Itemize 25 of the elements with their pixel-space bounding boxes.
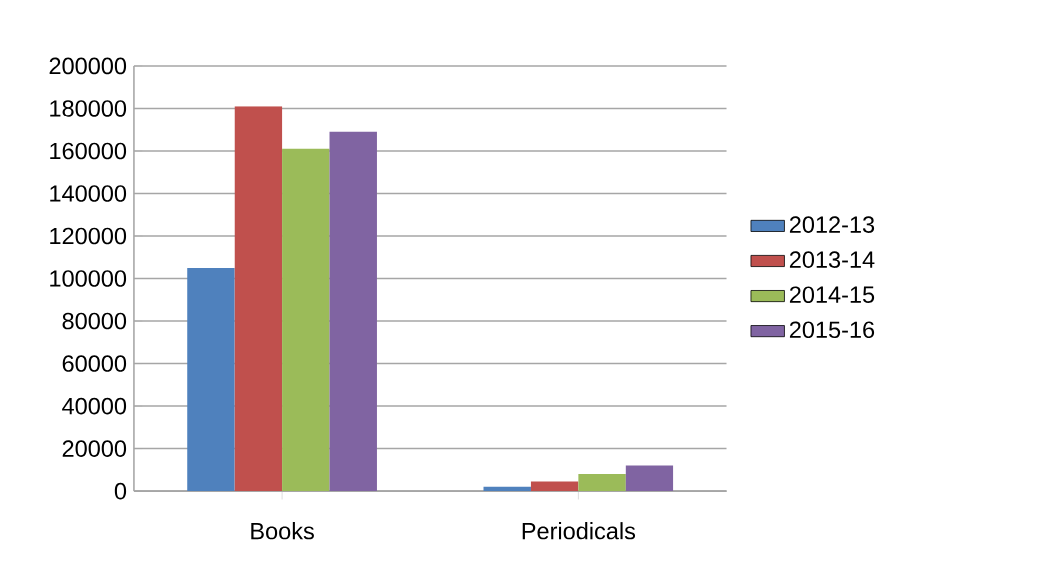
bar bbox=[187, 267, 235, 492]
y-tick-label: 180000 bbox=[50, 100, 127, 117]
y-tick-label: 60000 bbox=[62, 355, 127, 372]
x-tick-label: Books bbox=[251, 522, 314, 540]
bar bbox=[329, 131, 377, 492]
y-tick-label: 80000 bbox=[62, 312, 127, 330]
bar bbox=[530, 481, 579, 492]
bar bbox=[625, 465, 674, 492]
legend-label: 2013-14 bbox=[789, 251, 875, 269]
legend-label: 2014-15 bbox=[789, 286, 875, 304]
y-tick-label: 160000 bbox=[50, 142, 127, 160]
bar bbox=[282, 148, 330, 492]
y-tick-label: 40000 bbox=[62, 397, 127, 415]
bar bbox=[578, 474, 626, 492]
bar bbox=[483, 486, 531, 492]
bar bbox=[234, 106, 283, 492]
x-tick-label: Periodicals bbox=[522, 522, 636, 540]
y-tick-label: 20000 bbox=[62, 440, 127, 457]
legend-label: 2012-13 bbox=[789, 216, 875, 233]
y-tick-label: 140000 bbox=[50, 185, 127, 202]
y-tick-label: 0 bbox=[114, 482, 127, 500]
y-tick-label: 100000 bbox=[50, 270, 127, 287]
y-tick-label: 200000 bbox=[49, 57, 127, 75]
y-tick-label: 120000 bbox=[50, 227, 127, 245]
legend-label: 2015-16 bbox=[789, 321, 875, 339]
